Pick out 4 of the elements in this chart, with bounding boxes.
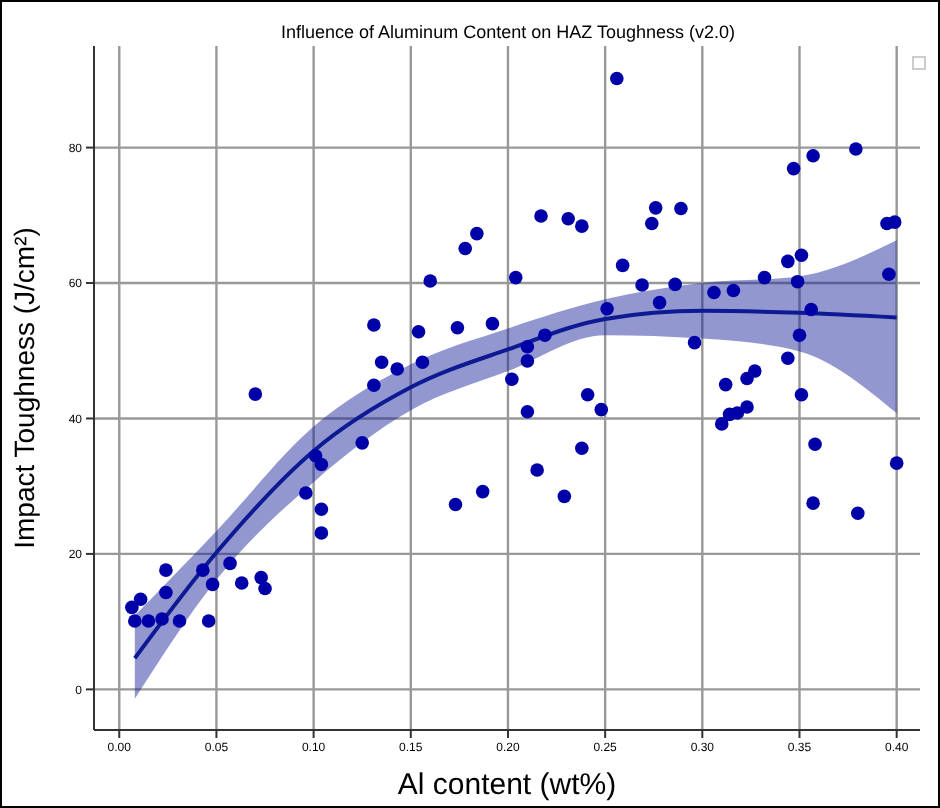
y-axis-title: Impact Toughness (J/cm²): [8, 227, 40, 549]
line-series: [132, 308, 899, 661]
chart-title: Influence of Aluminum Content on HAZ Toughness (v2.0): [279, 22, 737, 42]
x-axis-title: Al content (wt%): [397, 768, 617, 802]
